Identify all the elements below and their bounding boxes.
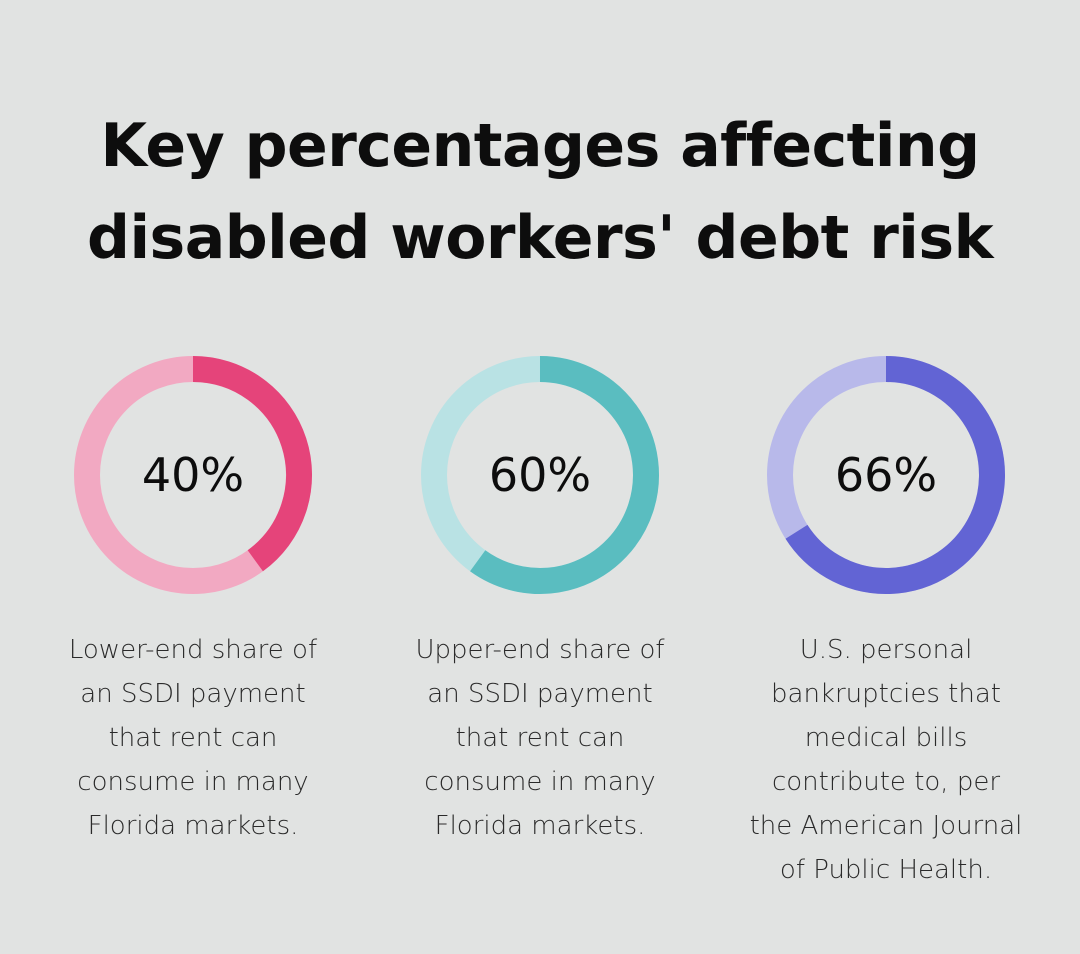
description-line: consume in many (77, 767, 309, 797)
percentage-label: 66% (834, 448, 938, 502)
donut-svg (74, 356, 313, 594)
description-line: contribute to, per (771, 767, 1001, 797)
donut-arc (785, 356, 1005, 594)
description-line: an SSDI payment (80, 679, 306, 709)
description-line: medical bills (804, 723, 968, 753)
stat-card-rent-lower: 40% Lower-end share of an SSDI payment t… (23, 350, 363, 848)
stat-description: Upper-end share of an SSDI payment that … (370, 628, 710, 848)
description-line: of Public Health. (779, 855, 993, 885)
description-line: an SSDI payment (427, 679, 653, 709)
description-line: the American Journal (749, 811, 1023, 841)
percentage-label: 60% (488, 448, 592, 502)
description-line: that rent can (108, 723, 278, 753)
description-line: Florida markets. (434, 811, 646, 841)
stat-description: Lower-end share of an SSDI payment that … (23, 628, 363, 848)
donut-chart: 66% (761, 350, 1011, 600)
title-line-1: Key percentages affecting (100, 111, 980, 181)
title-line-2: disabled workers' debt risk (87, 203, 993, 273)
percentage-label: 40% (141, 448, 245, 502)
description-line: bankruptcies that (771, 679, 1001, 709)
stat-card-rent-upper: 60% Upper-end share of an SSDI payment t… (370, 350, 710, 848)
stat-card-medical-bankruptcy: 66% U.S. personal bankruptcies that medi… (716, 350, 1056, 892)
description-line: Upper-end share of (415, 635, 665, 665)
description-line: U.S. personal (799, 635, 973, 665)
donut-arc (192, 356, 313, 572)
stat-description: U.S. personal bankruptcies that medical … (716, 628, 1056, 892)
donut-svg (767, 356, 1005, 594)
donut-svg (421, 356, 659, 594)
chart-title: Key percentages affecting disabled worke… (0, 100, 1080, 284)
description-line: that rent can (455, 723, 625, 753)
donut-arc (470, 356, 659, 594)
donut-chart: 40% (68, 350, 318, 600)
description-line: Florida markets. (87, 811, 299, 841)
description-line: consume in many (424, 767, 656, 797)
donut-chart: 60% (415, 350, 665, 600)
description-line: Lower-end share of (68, 635, 318, 665)
